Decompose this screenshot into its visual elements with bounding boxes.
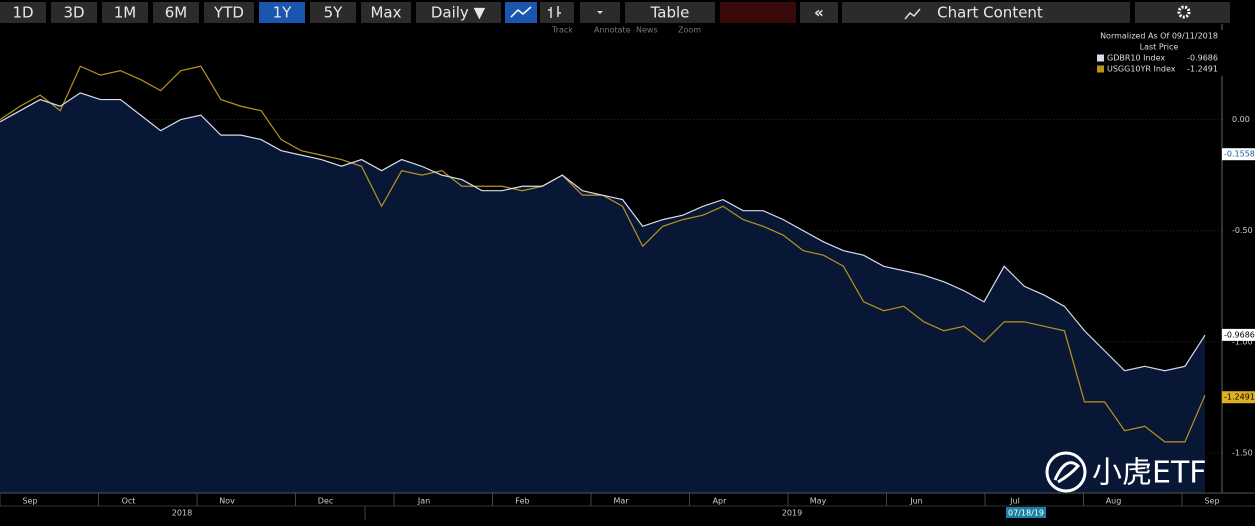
range-button[interactable] bbox=[310, 2, 356, 23]
x-tick-label: Feb bbox=[515, 497, 529, 506]
icon bbox=[510, 6, 532, 18]
x-tick-label: Jun bbox=[909, 497, 923, 506]
legend-value: -0.9686 bbox=[1187, 54, 1218, 63]
y-tick-label: -1.00 bbox=[1232, 337, 1253, 346]
x-tick-label: Aug bbox=[1106, 497, 1122, 506]
cursor-date-box bbox=[1006, 507, 1046, 518]
range-button[interactable] bbox=[102, 2, 148, 23]
range-label: YTD bbox=[213, 4, 244, 22]
collapse-icon: « bbox=[814, 4, 824, 22]
icon bbox=[904, 8, 921, 20]
x-tick-label: Sep bbox=[1204, 497, 1219, 506]
cursor-date: 07/18/19 bbox=[1008, 509, 1044, 518]
frequency-button[interactable] bbox=[416, 2, 501, 23]
x-tick-label: Mar bbox=[613, 497, 629, 506]
range-button[interactable] bbox=[153, 2, 199, 23]
watermark-text: 小虎ETF bbox=[1092, 456, 1207, 491]
range-label: 1Y bbox=[273, 4, 293, 22]
legend-title: Normalized As Of 09/11/2018 bbox=[1100, 32, 1218, 41]
table-button[interactable] bbox=[625, 2, 715, 23]
legend-swatch bbox=[1097, 54, 1104, 62]
legend-swatch bbox=[1097, 65, 1104, 73]
x-tick-label: Nov bbox=[219, 497, 235, 506]
x-tick-label: Oct bbox=[122, 497, 136, 506]
legend bbox=[1095, 30, 1223, 76]
y-tick-label: -1.50 bbox=[1232, 448, 1253, 457]
year-label: 2019 bbox=[782, 509, 802, 518]
settings-button[interactable] bbox=[1135, 2, 1230, 23]
legend-name: GDBR10 Index bbox=[1107, 54, 1165, 63]
y-tick-label: -0.50 bbox=[1232, 226, 1253, 235]
chart-content-button[interactable] bbox=[842, 2, 1130, 23]
year-label: 2018 bbox=[172, 509, 192, 518]
legend-value: -1.2491 bbox=[1187, 65, 1218, 74]
logo bbox=[1053, 461, 1081, 484]
x-tick-label: May bbox=[810, 497, 827, 506]
watermark: 小虎ETF bbox=[1045, 451, 1207, 493]
x-tick-label: Dec bbox=[318, 497, 333, 506]
subtool[interactable]: Track bbox=[551, 26, 573, 35]
legend-name: USGG10YR Index bbox=[1107, 65, 1176, 74]
toolbar: 1D 3D 1M 6M YTD 1Y 5Y Max Daily ▼ Track Annotate Ne… bbox=[0, 2, 701, 35]
plot: 0.00 -0.50 -1.00 -1.50 -0.1558 -0.9686 -1.2491… bbox=[0, 24, 1255, 520]
subtool[interactable]: Annotate bbox=[594, 26, 631, 35]
spacer bbox=[720, 2, 796, 23]
x-tick-label: Apr bbox=[713, 497, 728, 506]
range-label: 1M bbox=[114, 4, 137, 22]
value-tag bbox=[1222, 148, 1255, 161]
icon bbox=[548, 6, 561, 18]
value-tag-label: -1.2491 bbox=[1224, 393, 1255, 402]
x-tick-label: Sep bbox=[22, 497, 37, 506]
line bbox=[0, 92, 1206, 372]
value-tag-label: -0.1558 bbox=[1224, 150, 1255, 159]
x-tick-label: Jan bbox=[417, 497, 430, 506]
subtool[interactable]: Zoom bbox=[678, 26, 701, 35]
range-button[interactable] bbox=[51, 2, 97, 23]
gear-icon bbox=[1177, 5, 1191, 19]
range-button[interactable] bbox=[0, 2, 46, 23]
range-button[interactable] bbox=[259, 2, 305, 23]
y-tick-label: 0.00 bbox=[1232, 115, 1250, 124]
value-tag-label: -0.9686 bbox=[1224, 330, 1255, 339]
icon bbox=[597, 11, 603, 14]
range-button[interactable] bbox=[361, 2, 411, 23]
x-tick-label: Jul bbox=[1009, 497, 1020, 506]
collapse-button[interactable] bbox=[800, 2, 838, 23]
value-tag bbox=[1222, 328, 1255, 341]
value-tag bbox=[1222, 391, 1255, 404]
logo bbox=[1045, 451, 1087, 493]
range-label: 3D bbox=[63, 4, 84, 22]
bar-icon[interactable] bbox=[540, 2, 574, 23]
subtool[interactable]: News bbox=[636, 26, 658, 35]
chart-content-label: Chart Content bbox=[937, 4, 1043, 22]
range-button[interactable] bbox=[204, 2, 254, 23]
frequency-label: Daily ▼ bbox=[431, 4, 486, 22]
table-label: Table bbox=[650, 4, 690, 22]
area bbox=[0, 92, 1205, 493]
range-label: Max bbox=[370, 4, 401, 22]
range-label: 5Y bbox=[324, 4, 344, 22]
legend-subtitle: Last Price bbox=[1140, 43, 1179, 52]
range-label: 1D bbox=[12, 4, 33, 22]
range-label: 6M bbox=[165, 4, 188, 22]
